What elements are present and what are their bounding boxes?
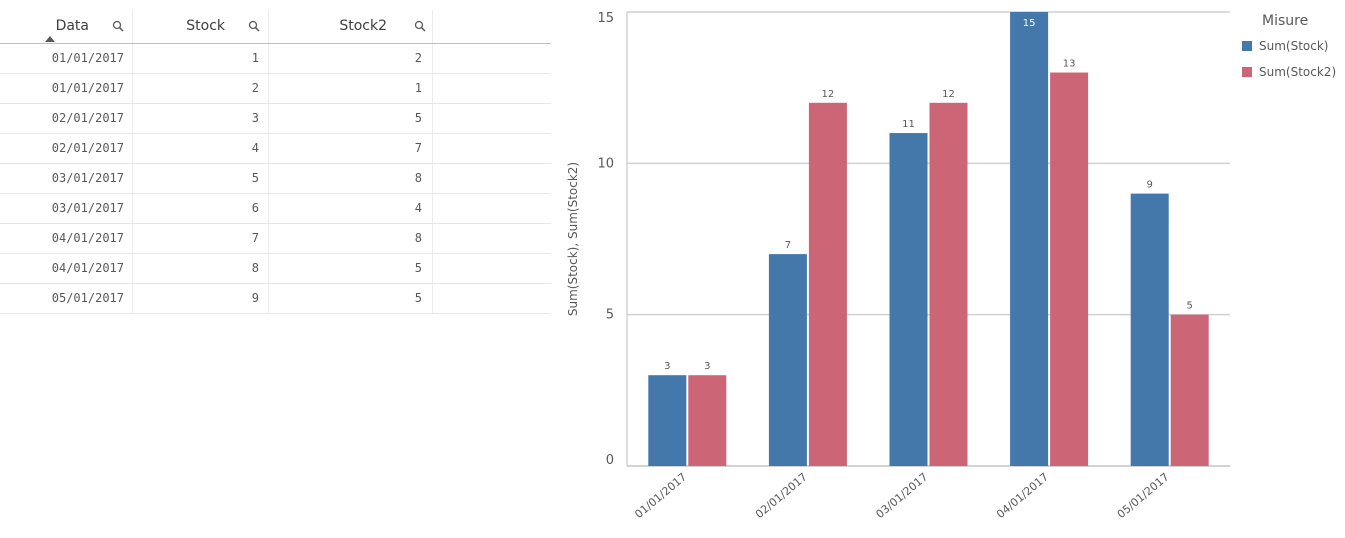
data-label: 11 (902, 119, 915, 130)
table-cell: 7 (269, 134, 433, 163)
table-cell: 1 (269, 74, 433, 103)
x-tick-label: 04/01/2017 (994, 470, 1051, 521)
table-cell: 1 (133, 44, 269, 73)
table-cell: 2 (133, 74, 269, 103)
table: Data Stock Stock2 01/01/2017 1 2 01/01/2017 2 1 0… (0, 10, 551, 314)
table-cell: 5 (269, 254, 433, 283)
x-tick-label: 03/01/2017 (874, 470, 931, 521)
table-cell: 04/01/2017 (0, 254, 133, 283)
table-cell: 6 (133, 194, 269, 223)
data-label: 7 (785, 240, 791, 251)
table-cell: 5 (269, 284, 433, 313)
bar (768, 254, 807, 466)
data-label: 9 (1147, 180, 1153, 191)
table-cell: 2 (269, 44, 433, 73)
table-row: 03/01/2017 5 8 (0, 164, 551, 194)
y-tick-label: 10 (597, 156, 614, 171)
legend-swatch (1242, 41, 1252, 51)
table-row: 04/01/2017 7 8 (0, 224, 551, 254)
table-cell: 05/01/2017 (0, 284, 133, 313)
table-row: 02/01/2017 3 5 (0, 104, 551, 134)
table-cell: 01/01/2017 (0, 74, 133, 103)
y-tick-label: 0 (606, 453, 614, 468)
bar (688, 375, 727, 466)
table-cell: 4 (269, 194, 433, 223)
bar (1130, 193, 1169, 466)
legend-title: Misure (1262, 13, 1308, 29)
column-header[interactable]: Stock2 (269, 10, 433, 43)
y-tick-label: 15 (597, 11, 614, 26)
table-cell: 9 (133, 284, 269, 313)
table-cell: 5 (133, 164, 269, 193)
y-axis-label: Sum(Stock), Sum(Stock2) (566, 162, 580, 316)
sort-indicator[interactable] (45, 36, 55, 42)
data-label: 3 (704, 361, 710, 372)
bar (889, 133, 928, 467)
search-icon[interactable] (248, 20, 260, 32)
table-header: Data Stock Stock2 (0, 10, 551, 44)
table-row: 05/01/2017 9 5 (0, 284, 551, 314)
table-cell: 03/01/2017 (0, 164, 133, 193)
table-cell: 8 (269, 164, 433, 193)
data-label: 5 (1187, 301, 1193, 312)
legend-label: Sum(Stock2) (1259, 65, 1336, 79)
data-label: 15 (1023, 18, 1036, 29)
column-header[interactable]: Stock (133, 10, 269, 43)
bar (648, 375, 687, 466)
table-row: 01/01/2017 2 1 (0, 74, 551, 104)
table-row: 02/01/2017 4 7 (0, 134, 551, 164)
table-row: 01/01/2017 1 2 (0, 44, 551, 74)
table-row: 04/01/2017 8 5 (0, 254, 551, 284)
table-cell: 01/01/2017 (0, 44, 133, 73)
data-label: 13 (1063, 59, 1076, 70)
table-cell: 02/01/2017 (0, 104, 133, 133)
data-label: 3 (664, 361, 670, 372)
bar (808, 102, 847, 467)
y-tick-label: 5 (606, 308, 614, 323)
search-icon[interactable] (414, 20, 426, 32)
x-tick-label: 01/01/2017 (632, 470, 689, 521)
search-icon[interactable] (112, 20, 124, 32)
table-cell: 02/01/2017 (0, 134, 133, 163)
x-tick-label: 02/01/2017 (753, 470, 810, 521)
table-row: 03/01/2017 6 4 (0, 194, 551, 224)
legend-label: Sum(Stock) (1259, 39, 1329, 53)
bar (1050, 72, 1089, 467)
data-label: 12 (822, 89, 835, 100)
table-cell: 8 (269, 224, 433, 253)
legend-swatch (1242, 67, 1252, 77)
bar (1170, 314, 1209, 466)
table-cell: 5 (269, 104, 433, 133)
data-label: 12 (942, 89, 955, 100)
table-cell: 4 (133, 134, 269, 163)
table-cell: 8 (133, 254, 269, 283)
bar (929, 102, 968, 467)
column-header[interactable]: Data (0, 10, 133, 43)
x-tick-label: 05/01/2017 (1115, 470, 1172, 521)
table-cell: 03/01/2017 (0, 194, 133, 223)
table-cell: 7 (133, 224, 269, 253)
bar (1010, 12, 1049, 466)
table-cell: 3 (133, 104, 269, 133)
table-cell: 04/01/2017 (0, 224, 133, 253)
